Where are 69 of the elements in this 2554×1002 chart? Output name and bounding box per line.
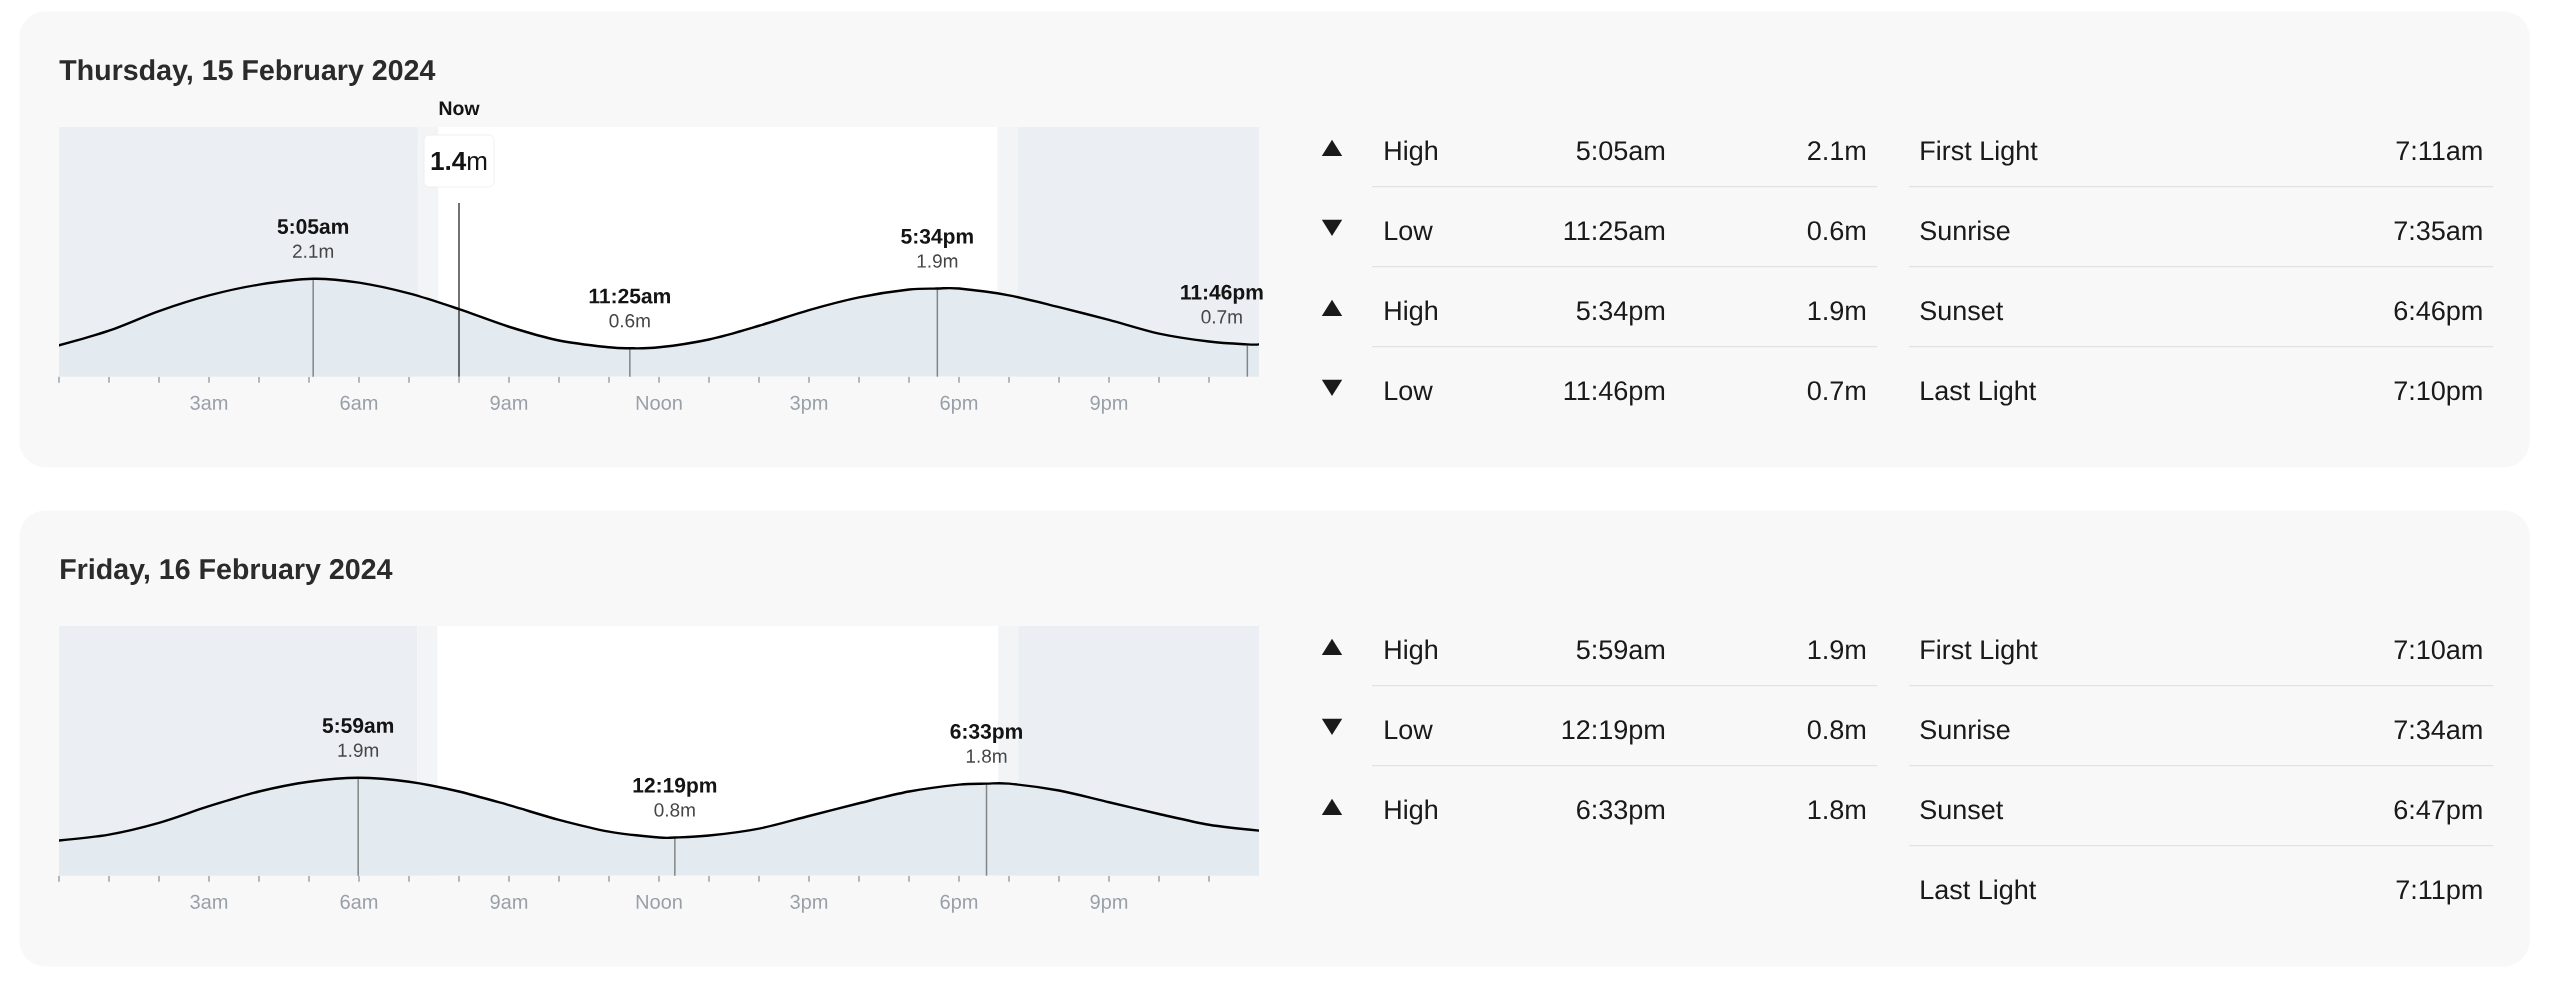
chart-title: Friday, 16 February 2024 (61, 558, 393, 585)
x-tick-label: 9pm (1090, 395, 1128, 414)
text: 7:10am (2394, 640, 2482, 660)
text: 5:34pm (1576, 301, 1665, 326)
text: 7:34am (2394, 720, 2482, 740)
x-tick-label: Noon (636, 395, 682, 410)
category-label: Sunset (1920, 800, 2004, 820)
text: 7:35am (2394, 221, 2482, 241)
annotation: 11:25am (589, 288, 670, 304)
x-tick-label: 6pm (940, 894, 978, 913)
ref-line-label: Now (439, 101, 480, 116)
text: 6:47pm (2394, 800, 2482, 825)
text: 11:46pm (1564, 381, 1665, 406)
x-tick-label: 6am (340, 894, 378, 909)
x-tick-label: 9am (490, 894, 528, 909)
text: 7:11pm (2396, 880, 2482, 905)
annotation: 5:59am (322, 718, 394, 733)
annotation: 2.1m (293, 244, 334, 258)
category-label: High (1385, 799, 1437, 825)
text: 7:11am (2396, 141, 2482, 161)
category-label: Sunrise (1920, 719, 2010, 740)
x-tick-label: 9pm (1090, 894, 1128, 913)
text: 1.4m (431, 152, 487, 170)
x-tick-label: 3am (190, 894, 228, 909)
x-tick-label: 9am (490, 395, 528, 410)
category-label: High (1385, 300, 1437, 326)
category-label: First Light (1921, 639, 2038, 665)
chart-title: Thursday, 15 February 2024 (59, 59, 436, 86)
category-label: Low (1385, 221, 1433, 241)
text: 11:25am (1564, 221, 1665, 241)
data-label: 2.1m (1808, 141, 1866, 160)
annotation: 0.8m (654, 803, 695, 817)
text: 5:05am (1576, 141, 1665, 161)
x-tick-label: 3pm (790, 395, 828, 414)
category-label: High (1385, 140, 1437, 166)
category-label: Low (1385, 720, 1433, 740)
x-tick-label: 3am (190, 395, 228, 410)
annotation: 12:19pm (633, 777, 717, 797)
annotation: 5:34pm (901, 228, 973, 248)
data-label: 1.8m (1808, 800, 1866, 820)
category-label: Low (1385, 381, 1433, 401)
data-label: 0.6m (1807, 221, 1866, 241)
annotation: 11:46pm (1181, 284, 1263, 304)
category-label: High (1385, 639, 1437, 665)
annotation: 1.9m (917, 254, 958, 268)
annotation: 6:33pm (950, 723, 1022, 744)
text: 6:33pm (1577, 800, 1665, 825)
data-label: 1.9m (1808, 640, 1866, 660)
category-label: Last Light (1921, 380, 2037, 406)
text: 7:10pm (2394, 381, 2482, 406)
x-tick-label: Noon (636, 894, 682, 909)
annotation: 1.9m (338, 743, 379, 757)
text: 6:46pm (2394, 301, 2482, 326)
data-label: 1.9m (1808, 301, 1866, 321)
x-tick-label: 6am (340, 395, 378, 410)
category-label: Sunset (1920, 301, 2004, 321)
data-label: 0.7m (1807, 381, 1866, 401)
text: 12:19pm (1562, 720, 1665, 745)
annotation: 1.8m (966, 749, 1007, 763)
x-tick-label: 3pm (790, 894, 828, 913)
category-label: First Light (1921, 140, 2038, 166)
data-label: 0.8m (1807, 720, 1866, 740)
category-label: Last Light (1921, 879, 2037, 905)
category-label: Sunrise (1920, 220, 2010, 241)
annotation: 0.7m (1201, 310, 1242, 324)
x-tick-label: 6pm (940, 395, 978, 414)
annotation: 5:05am (277, 219, 349, 234)
annotation: 0.6m (609, 314, 650, 328)
text: 5:59am (1576, 640, 1665, 660)
